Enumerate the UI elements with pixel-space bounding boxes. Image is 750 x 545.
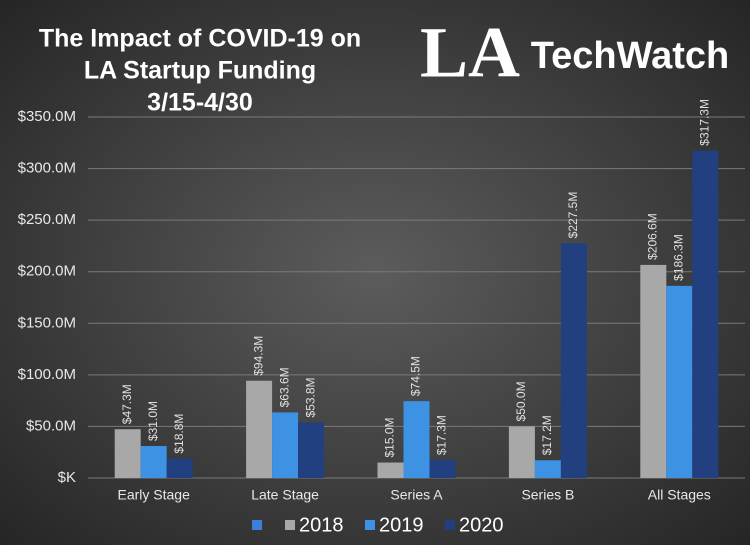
bar bbox=[298, 422, 325, 478]
legend-label: 2018 bbox=[299, 514, 344, 536]
bar bbox=[508, 426, 535, 478]
data-label: $17.3M bbox=[435, 415, 449, 455]
data-label: $227.5M bbox=[566, 192, 580, 239]
logo-name: TechWatch bbox=[531, 35, 729, 77]
chart-title: 3/15-4/30 bbox=[147, 89, 253, 117]
legend-swatch bbox=[445, 520, 455, 530]
bar bbox=[403, 401, 430, 478]
data-label: $317.3M bbox=[697, 99, 711, 146]
data-label: $186.3M bbox=[671, 234, 685, 281]
y-tick-label: $350.0M bbox=[18, 108, 76, 125]
bar bbox=[560, 243, 587, 478]
data-label: $31.0M bbox=[146, 401, 160, 441]
bar bbox=[272, 412, 299, 478]
legend-marker bbox=[252, 520, 262, 530]
data-label: $18.8M bbox=[172, 414, 186, 454]
data-label: $74.5M bbox=[409, 356, 423, 396]
data-label: $17.2M bbox=[540, 415, 554, 455]
y-tick-label: $100.0M bbox=[18, 366, 76, 383]
data-label: $206.6M bbox=[645, 213, 659, 260]
logo-mark: LA bbox=[420, 13, 520, 93]
y-tick-label: $K bbox=[58, 469, 76, 486]
x-tick-label: Series A bbox=[390, 487, 443, 503]
data-label: $15.0M bbox=[383, 417, 397, 457]
x-tick-label: Series B bbox=[521, 487, 574, 503]
x-tick-label: Late Stage bbox=[251, 487, 319, 503]
bar bbox=[140, 446, 167, 478]
bar bbox=[534, 460, 561, 478]
y-tick-label: $150.0M bbox=[18, 314, 76, 331]
y-tick-label: $200.0M bbox=[18, 263, 76, 280]
x-tick-label: All Stages bbox=[648, 487, 711, 503]
y-tick-label: $250.0M bbox=[18, 211, 76, 228]
bar bbox=[114, 429, 141, 478]
legend-label: 2020 bbox=[459, 514, 504, 536]
data-label: $94.3M bbox=[251, 336, 265, 376]
data-label: $47.3M bbox=[120, 384, 134, 424]
y-tick-label: $300.0M bbox=[18, 160, 76, 177]
chart-title: LA Startup Funding bbox=[84, 57, 316, 85]
x-tick-label: Early Stage bbox=[118, 487, 191, 503]
data-label: $50.0M bbox=[514, 381, 528, 421]
data-label: $63.6M bbox=[277, 367, 291, 407]
data-label: $53.8M bbox=[303, 377, 317, 417]
chart-title: The Impact of COVID-19 on bbox=[39, 25, 361, 53]
legend-label: 2019 bbox=[379, 514, 424, 536]
bar bbox=[666, 285, 693, 478]
y-tick-label: $50.0M bbox=[26, 417, 76, 434]
bar bbox=[246, 380, 273, 478]
legend-swatch bbox=[365, 520, 375, 530]
bar bbox=[640, 264, 667, 478]
bar bbox=[377, 462, 404, 478]
legend-swatch bbox=[285, 520, 295, 530]
bar bbox=[429, 460, 456, 478]
bar bbox=[692, 150, 719, 478]
bar bbox=[166, 458, 193, 478]
